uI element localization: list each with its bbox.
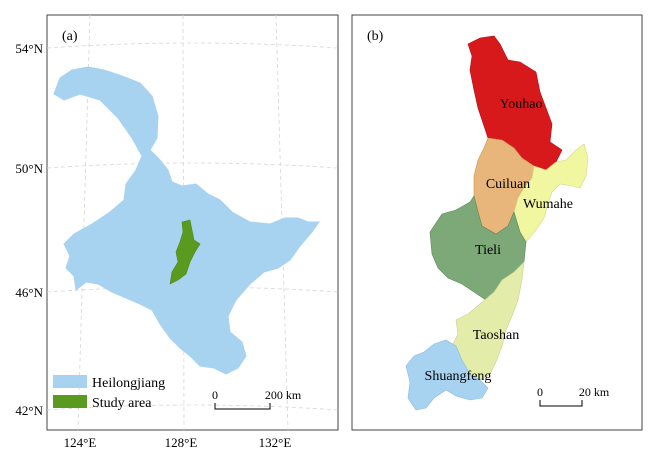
label-wumahe: Wumahe <box>523 197 573 212</box>
scale-a-start: 0 <box>212 388 218 402</box>
legend: Heilongjiang Study area <box>53 375 165 411</box>
district-tieli <box>429 195 527 301</box>
scale-a-end: 200 km <box>265 388 302 402</box>
label-cuiluan: Cuiluan <box>486 177 530 192</box>
panel-b-label: (b) <box>367 29 384 44</box>
lat-tick-42: 42°N <box>15 403 43 418</box>
district-shuangfeng <box>405 339 489 411</box>
study-area <box>169 219 201 285</box>
district-taoshan <box>451 261 525 381</box>
lon-tick-132: 132°E <box>259 435 292 450</box>
lat-tick-54: 54°N <box>15 41 43 56</box>
scale-bar-b: 0 20 km <box>537 385 610 407</box>
legend-label-heilongjiang: Heilongjiang <box>92 376 165 391</box>
label-tieli: Tieli <box>475 243 501 258</box>
scale-b-start: 0 <box>537 385 543 399</box>
legend-swatch-study-area <box>53 395 87 408</box>
heilongjiang-province <box>53 66 320 375</box>
lat-tick-46: 46°N <box>15 285 43 300</box>
panel-a: (a) 54°N 50°N 46°N 42°N 124°E 128°E 132°… <box>15 14 339 450</box>
panel-a-label: (a) <box>62 29 78 44</box>
district-wumahe <box>513 143 589 243</box>
legend-label-study-area: Study area <box>92 396 152 411</box>
lon-tick-124: 124°E <box>64 435 97 450</box>
scale-bar-a: 0 200 km <box>212 388 302 410</box>
label-taoshan: Taoshan <box>473 328 519 343</box>
panel-b: Youhao Cuiluan Wumahe Tieli Taoshan Shua… <box>351 14 643 431</box>
label-shuangfeng: Shuangfeng <box>425 369 492 384</box>
scale-b-end: 20 km <box>579 385 610 399</box>
legend-swatch-heilongjiang <box>53 375 87 388</box>
lon-tick-128: 128°E <box>165 435 198 450</box>
label-youhao: Youhao <box>500 97 543 112</box>
lat-tick-50: 50°N <box>15 161 43 176</box>
